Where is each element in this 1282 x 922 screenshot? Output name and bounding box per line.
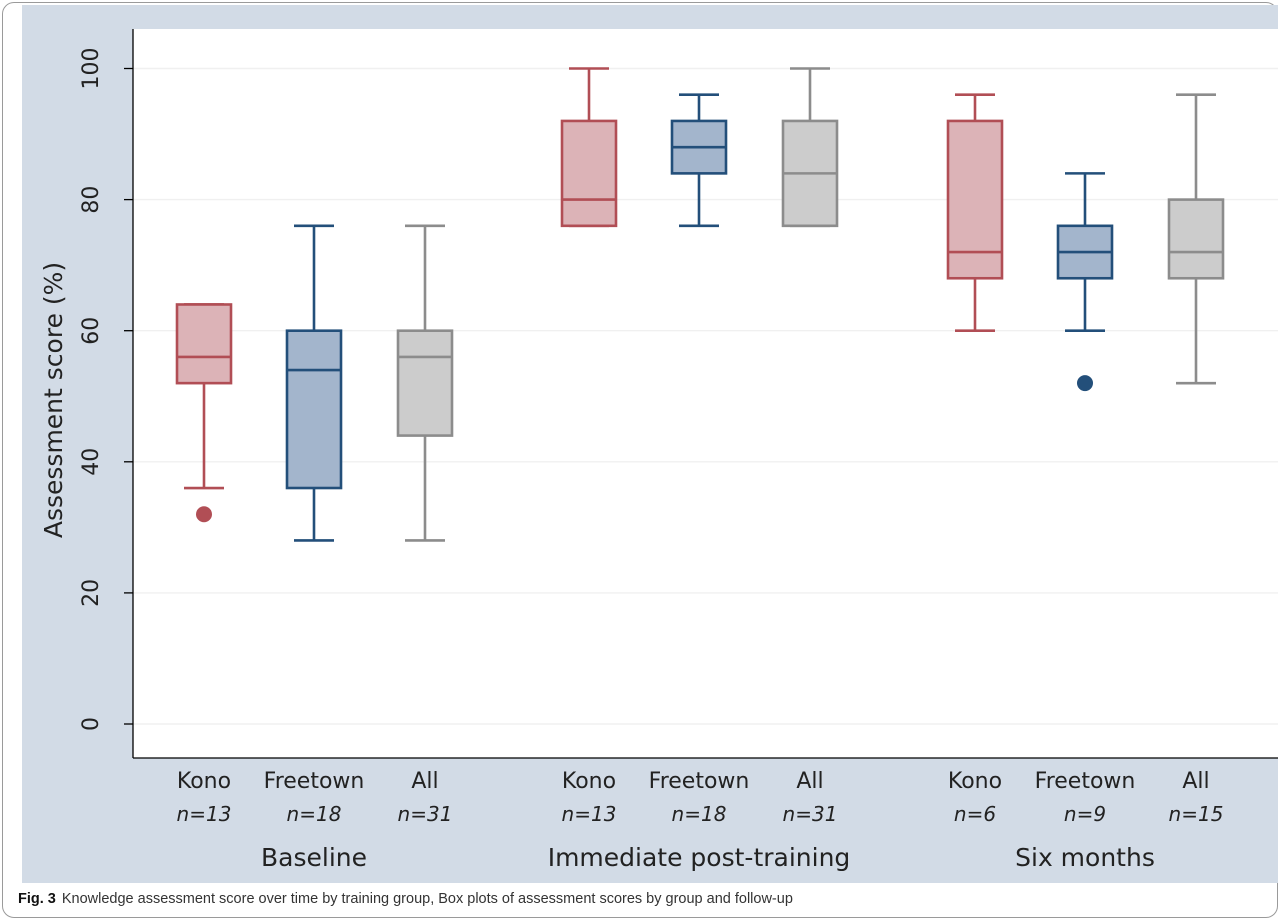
sample-size-label: n=18 <box>672 802 727 826</box>
box-all-0 <box>396 329 454 437</box>
y-tick-label: 20 <box>79 579 104 607</box>
sample-size-label: n=6 <box>954 802 996 826</box>
box-kono-2 <box>946 119 1004 280</box>
figure-caption: Fig. 3 Knowledge assessment score over ti… <box>18 891 793 907</box>
box-kono-0 <box>175 303 233 385</box>
boxes <box>175 67 1225 542</box>
caption-label: Fig. 3 <box>18 891 56 907</box>
group-label: Kono <box>562 769 616 794</box>
y-tick-label: 100 <box>79 48 104 90</box>
outlier-point <box>196 506 212 523</box>
box-all-2 <box>1167 198 1225 280</box>
sample-size-label: n=31 <box>783 802 838 826</box>
y-axis-ticks: 0 20 40 60 80 100 <box>79 48 133 731</box>
group-label: Freetown <box>649 769 750 794</box>
sample-size-label: n=18 <box>287 802 342 826</box>
sample-size-label: n=31 <box>398 802 453 826</box>
timepoint-label: Baseline <box>261 843 367 872</box>
group-label: Kono <box>177 769 231 794</box>
timepoint-label: Six months <box>1015 843 1155 872</box>
box-freetown-0 <box>285 329 343 490</box>
sample-size-label: n=13 <box>177 802 232 826</box>
timepoint-label: Immediate post-training <box>548 843 851 872</box>
box-kono-1 <box>560 119 618 228</box>
caption-text: Knowledge assessment score over time by … <box>61 891 793 907</box>
group-label: All <box>411 769 438 794</box>
sample-size-label: n=15 <box>1169 802 1224 826</box>
sample-size-label: n=13 <box>562 802 617 826</box>
sample-size-label: n=9 <box>1064 802 1106 826</box>
y-tick-label: 80 <box>79 186 104 214</box>
group-label: Kono <box>948 769 1002 794</box>
y-axis-label: Assessment score (%) <box>39 262 68 538</box>
group-label: All <box>796 769 823 794</box>
group-label: All <box>1182 769 1209 794</box>
y-tick-label: 60 <box>79 317 104 345</box>
y-tick-label: 40 <box>79 448 104 476</box>
x-axis-labels: Kono n=13 Freetown n=18 All n=31 Baseline Kono n… <box>177 769 1224 872</box>
group-label: Freetown <box>1035 769 1136 794</box>
y-tick-label: 0 <box>79 717 104 731</box>
outlier-point <box>1077 375 1093 392</box>
group-label: Freetown <box>264 769 365 794</box>
